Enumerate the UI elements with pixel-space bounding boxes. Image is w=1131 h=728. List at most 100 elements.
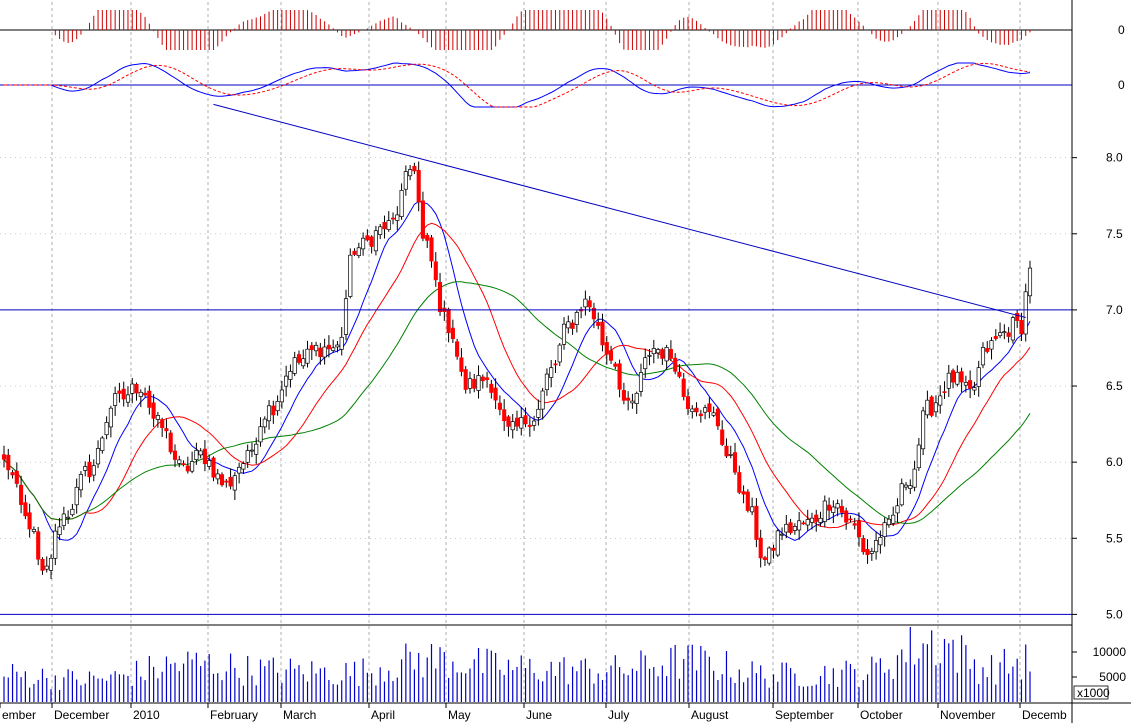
candle-up xyxy=(130,383,135,394)
candle-up xyxy=(78,474,83,491)
candle-down xyxy=(14,470,19,484)
candle-up xyxy=(245,450,250,463)
candle-down xyxy=(437,281,443,313)
candle-up xyxy=(113,393,118,406)
trendline-layer xyxy=(213,103,1026,319)
candle-up xyxy=(1023,291,1028,335)
candle-down xyxy=(553,363,558,366)
candle-down xyxy=(502,409,507,422)
trendline xyxy=(213,103,1026,319)
candle-down xyxy=(852,523,857,526)
volume-multiplier-label: x1000 xyxy=(1077,686,1110,700)
candle-up xyxy=(998,332,1003,337)
candle-up xyxy=(664,347,669,362)
candle-up xyxy=(100,437,105,451)
candle-up xyxy=(275,401,280,412)
candle-down xyxy=(160,419,165,429)
candle-up xyxy=(822,500,827,522)
candle-up xyxy=(792,526,797,531)
month-label: Decemb xyxy=(1022,708,1067,722)
candle-down xyxy=(429,237,434,262)
candle-up xyxy=(891,514,896,524)
candle-up xyxy=(510,421,515,431)
candle-down xyxy=(459,357,464,372)
candle-down xyxy=(147,390,152,408)
candle-up xyxy=(266,405,272,422)
candle-down xyxy=(950,370,956,383)
candle-up xyxy=(895,505,900,514)
candle-down xyxy=(514,417,520,427)
candle-up xyxy=(194,450,199,460)
candle-up xyxy=(48,557,54,571)
candle-down xyxy=(164,428,169,432)
candle-up xyxy=(532,420,537,426)
candle-down xyxy=(741,491,746,495)
candle-down xyxy=(613,363,618,367)
month-label: August xyxy=(691,708,729,722)
candle-up xyxy=(61,513,66,526)
candle-down xyxy=(1015,312,1020,321)
candle-up xyxy=(339,336,344,350)
candle-down xyxy=(856,520,862,538)
candle-down xyxy=(224,480,229,483)
candle-up xyxy=(651,348,656,355)
candle-up xyxy=(476,375,481,391)
candle-up xyxy=(408,169,413,177)
candle-down xyxy=(506,416,511,427)
candle-up xyxy=(955,371,960,385)
candle-up xyxy=(835,503,840,509)
candle-up xyxy=(403,171,408,190)
candle-down xyxy=(1,454,7,460)
candle-up xyxy=(343,298,349,335)
candle-up xyxy=(980,347,986,366)
candle-up xyxy=(44,565,49,570)
candle-up xyxy=(899,483,904,506)
candle-up xyxy=(805,519,810,526)
candle-down xyxy=(587,300,592,308)
candle-down xyxy=(788,522,793,534)
candle-down xyxy=(412,165,417,172)
candle-down xyxy=(596,322,601,326)
price-tick-label: 5.0 xyxy=(1106,607,1123,621)
candle-up xyxy=(237,466,242,474)
candle-up xyxy=(125,394,131,403)
candle-up xyxy=(395,214,400,221)
candle-down xyxy=(762,557,767,560)
candle-up xyxy=(574,312,579,325)
candle-up xyxy=(1010,317,1015,341)
candle-up xyxy=(155,415,160,420)
candle-up xyxy=(784,523,789,533)
candle-down xyxy=(745,491,750,511)
candle-down xyxy=(219,474,225,486)
candle-down xyxy=(497,402,502,410)
month-label: December xyxy=(54,708,109,722)
candle-down xyxy=(446,309,451,334)
candle-up xyxy=(779,533,785,536)
candle-up xyxy=(190,461,195,472)
candle-up xyxy=(138,391,143,397)
candle-down xyxy=(433,261,438,281)
candle-up xyxy=(91,465,96,476)
candle-up xyxy=(207,460,212,467)
candle-down xyxy=(707,403,712,413)
candle-down xyxy=(489,383,494,393)
candle-up xyxy=(104,422,109,436)
candle-down xyxy=(527,424,532,427)
candle-up xyxy=(886,518,891,526)
candle-up xyxy=(976,367,981,387)
candle-up xyxy=(912,468,917,488)
candle-up xyxy=(561,323,567,345)
candle-up xyxy=(878,537,883,546)
candle-down xyxy=(151,402,156,419)
candle-down xyxy=(732,452,738,473)
month-label: November xyxy=(940,708,995,722)
candle-down xyxy=(309,345,314,351)
candle-up xyxy=(74,486,79,506)
candle-down xyxy=(420,200,425,239)
candle-up xyxy=(908,485,913,489)
candle-up xyxy=(177,459,182,464)
price-tick-label: 7.0 xyxy=(1106,303,1123,317)
candle-up xyxy=(467,378,473,389)
